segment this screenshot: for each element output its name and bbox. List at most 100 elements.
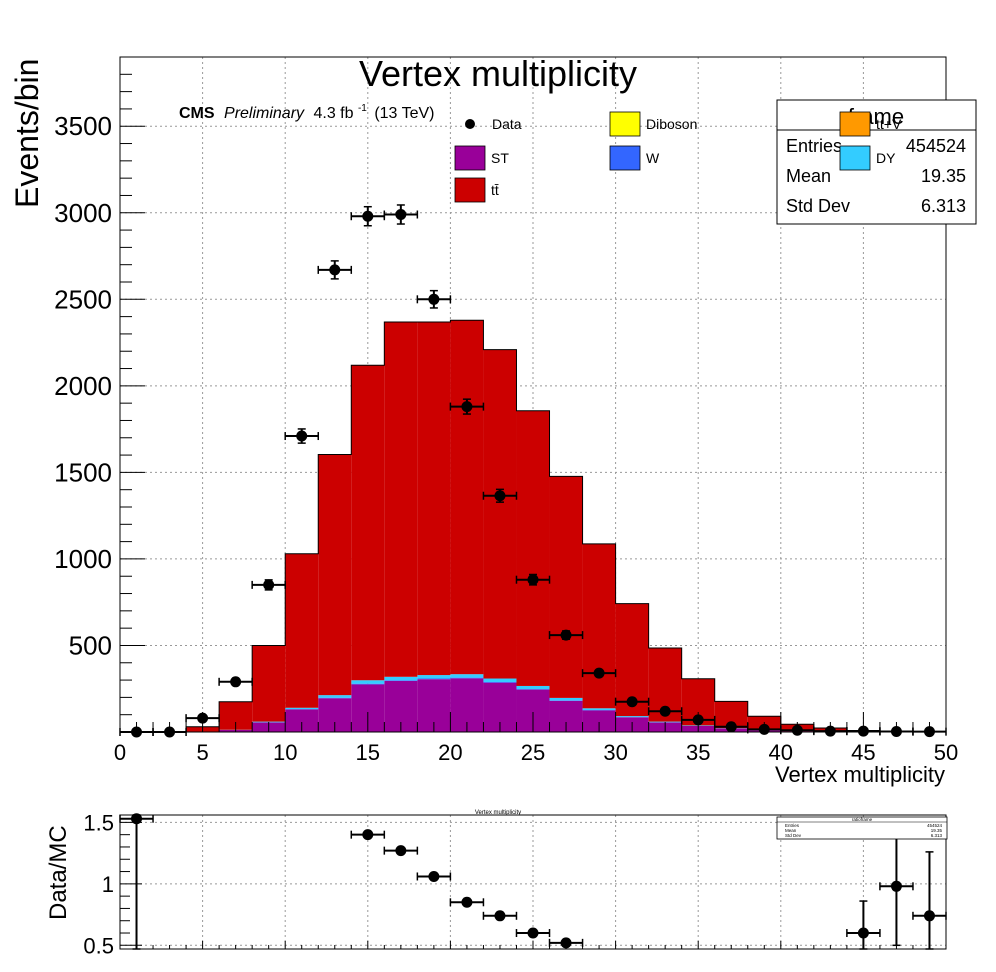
- legend-label: W: [646, 150, 660, 166]
- legend-swatch: [609, 111, 641, 137]
- data-point: [461, 401, 473, 413]
- ratio-point: [527, 927, 539, 939]
- data-point: [659, 705, 671, 717]
- stats-entries-value: 454524: [906, 136, 966, 156]
- cms-label-energy: (13 TeV): [374, 105, 434, 122]
- histogram-bar: [252, 645, 286, 722]
- data-point: [527, 574, 539, 586]
- legend-swatch: [839, 145, 871, 171]
- legend-entry-data: Data: [465, 116, 522, 132]
- ratio-point: [923, 910, 935, 922]
- histogram-bar: [417, 321, 451, 676]
- x-tick-label: 35: [686, 740, 710, 765]
- legend-label: DY: [876, 150, 896, 166]
- ratio-stats-stddev-label: Std Dev: [785, 833, 802, 838]
- histogram-bar: [582, 543, 616, 709]
- ratio-point: [494, 910, 506, 922]
- chart-title: Vertex multiplicity: [359, 53, 637, 94]
- legend-swatch: [454, 145, 486, 171]
- legend-swatch: [839, 111, 871, 137]
- stats-box: frame Entries 454524 Mean 19.35 Std Dev …: [776, 99, 977, 225]
- ratio-point: [428, 870, 440, 882]
- stats-stddev-label: Std Dev: [786, 196, 850, 216]
- y-tick-label: 2500: [54, 284, 112, 314]
- x-tick-label: 15: [356, 740, 380, 765]
- legend-overlap: tt+V DY: [839, 111, 902, 171]
- histogram-bar: [450, 320, 484, 675]
- histogram-bar: [351, 365, 385, 681]
- histogram-bar: [417, 678, 451, 680]
- main-axes: 0 5 10 15 20 25 30 35 40 45 50 500 1000 1500 2000 2500 3…: [54, 73, 958, 765]
- ratio-stats-entries-label: Entries: [785, 823, 800, 828]
- histogram-bar: [285, 707, 319, 710]
- histogram-bar: [582, 710, 616, 732]
- legend-label: ST: [491, 150, 509, 166]
- data-point: [263, 579, 275, 591]
- x-tick-label: 5: [196, 740, 208, 765]
- y-tick-label: 1000: [54, 544, 112, 574]
- legend-label: tt̄: [491, 182, 499, 198]
- histogram-bar: [384, 676, 418, 681]
- cms-label-preliminary: Preliminary: [224, 105, 305, 122]
- x-tick-label: 40: [769, 740, 793, 765]
- y-tick-label: 2000: [54, 371, 112, 401]
- histogram-bar: [549, 476, 583, 698]
- ratio-stats-stddev-value: 6.313: [931, 833, 943, 838]
- histogram-bar: [318, 697, 352, 699]
- cms-label-cms: CMS: [179, 105, 215, 122]
- x-tick-label: 30: [603, 740, 627, 765]
- legend-entry-st: ST: [454, 145, 509, 171]
- y-tick-label: 3500: [54, 111, 112, 141]
- histogram-bar: [549, 697, 583, 701]
- histogram-bar: [516, 685, 550, 690]
- ratio-point: [395, 845, 407, 857]
- series-dy: [219, 674, 781, 731]
- x-axis-label: Vertex multiplicity: [775, 762, 945, 787]
- histogram-bar: [615, 716, 649, 718]
- ratio-stats-box: ratioframe Entries 454524 Mean 19.35 Std…: [776, 816, 948, 840]
- legend-marker: [465, 119, 475, 129]
- legend-entry-diboson: Diboson: [609, 111, 697, 137]
- histogram-bar: [450, 674, 484, 678]
- ratio-points: [119, 813, 947, 950]
- legend-label: Data: [492, 116, 522, 132]
- histogram-bar: [318, 695, 352, 698]
- stats-mean-label: Mean: [786, 166, 831, 186]
- cms-label: CMS Preliminary 4.3 fb -1 (13 TeV): [179, 98, 435, 122]
- x-tick-label: 25: [521, 740, 545, 765]
- ratio-title: Vertex multiplicity: [475, 810, 521, 816]
- ratio-y-tick-label: 0.5: [83, 933, 114, 958]
- legend-entry-w: W: [609, 145, 660, 171]
- cms-label-lumi-exp: -1: [358, 103, 367, 114]
- legend-label: tt+V: [876, 116, 902, 132]
- ratio-point: [890, 880, 902, 892]
- histogram-bar: [285, 709, 319, 732]
- histogram-bar: [351, 683, 385, 685]
- ratio-stats-name: ratioframe: [852, 817, 873, 822]
- ratio-y-tick-label: 1: [102, 872, 114, 897]
- data-point: [593, 667, 605, 679]
- legend-entry-tt: tt̄: [454, 177, 499, 203]
- histogram-bar: [648, 721, 682, 723]
- data-point: [626, 696, 638, 708]
- ratio-point: [131, 813, 143, 825]
- histogram-bar: [417, 675, 451, 679]
- x-tick-label: 45: [851, 740, 875, 765]
- ratio-point: [560, 937, 572, 949]
- ratio-stats-mean-value: 19.35: [931, 828, 943, 833]
- ratio-point: [362, 829, 374, 841]
- y-tick-label: 3000: [54, 198, 112, 228]
- legend-swatch: [609, 145, 641, 171]
- histogram-bar: [384, 680, 418, 681]
- histogram-bar: [351, 680, 385, 684]
- series-tt: [186, 320, 946, 732]
- histogram-bar: [384, 321, 418, 677]
- histogram-bar: [516, 410, 550, 686]
- ratio-point: [461, 896, 473, 908]
- histogram-bar: [516, 689, 550, 690]
- x-tick-label: 10: [273, 740, 297, 765]
- x-tick-label: 20: [438, 740, 462, 765]
- histogram-bar: [450, 677, 484, 679]
- y-tick-label: 1500: [54, 457, 112, 487]
